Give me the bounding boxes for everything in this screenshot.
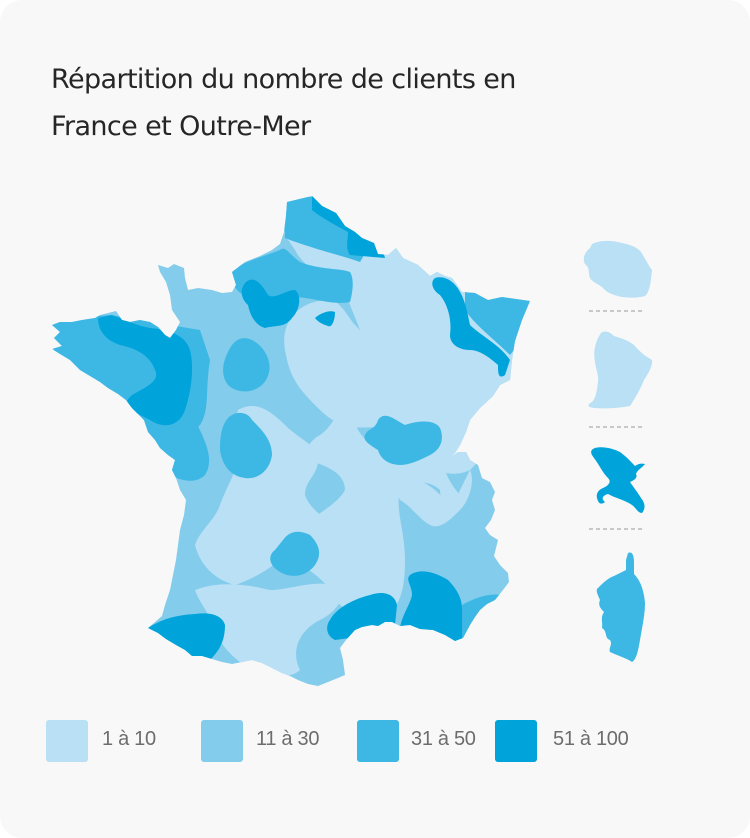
zone-class-4-languedoc — [327, 593, 397, 640]
legend-swatch — [201, 720, 243, 762]
martinique-shape — [591, 447, 645, 513]
zone-class-3-vendee — [140, 410, 210, 481]
zone-class-3-poitou — [220, 412, 272, 479]
inset-corse — [596, 552, 645, 662]
zone-class-1-southeast — [392, 470, 472, 527]
inset-martinique — [591, 447, 645, 513]
reunion-shape — [583, 240, 652, 298]
chart-title: Répartition du nombre de clients en Fran… — [51, 56, 691, 150]
chart-title-line-1: Répartition du nombre de clients en — [51, 64, 516, 95]
legend-swatch — [357, 720, 399, 762]
zone-class-3-centre-west — [223, 338, 270, 392]
legend-label: 11 à 30 — [256, 728, 320, 750]
legend-swatch — [495, 720, 537, 762]
zone-class-3-alsace — [465, 290, 530, 355]
mainland-france — [52, 196, 530, 686]
legend-label: 1 à 10 — [102, 728, 156, 750]
legend-label: 51 à 100 — [553, 728, 629, 750]
zone-class-3-alpes-sud — [462, 594, 510, 645]
zone-class-4-ile-de-france — [315, 311, 335, 327]
zone-class-4-lorraine — [432, 277, 510, 377]
guyane-shape — [588, 331, 653, 409]
inset-guyane — [588, 331, 653, 409]
zone-class-3-bourgogne — [364, 415, 442, 465]
corse-shape — [596, 552, 645, 662]
inset-reunion — [583, 240, 652, 298]
zone-class-4-pays-basque — [148, 613, 225, 660]
zone-class-3-auvergne — [270, 531, 320, 576]
zone-class-4-bretagne-est — [98, 315, 193, 426]
legend-swatch — [46, 720, 88, 762]
zone-class-1-southwest — [195, 583, 343, 676]
zone-class-4-rouen — [241, 279, 300, 328]
legend-label: 31 à 50 — [411, 728, 476, 750]
chart-title-line-2: France et Outre-Mer — [51, 111, 311, 142]
zone-class-4-provence — [400, 571, 462, 645]
